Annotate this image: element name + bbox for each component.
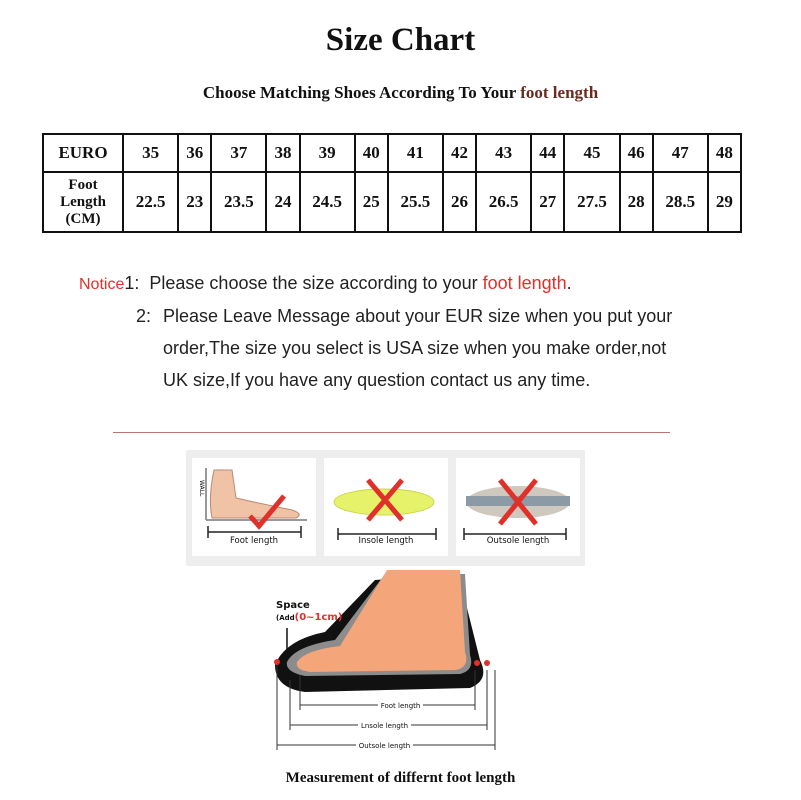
subtitle: Choose Matching Shoes According To Your … — [0, 83, 801, 103]
subtitle-text: Choose Matching Shoes According To Your — [202, 83, 521, 102]
foot-length-cell: 26.5 — [475, 171, 533, 233]
euro-size-cell: 38 — [265, 133, 301, 173]
method-insole-length: Insole length — [324, 458, 448, 556]
measure-label-row: Lnsole length — [0, 720, 769, 730]
euro-size-cell: 43 — [475, 133, 533, 173]
add-value: (0~1cm) — [294, 612, 343, 623]
method-label: Foot length — [229, 536, 279, 546]
method-foot-length: WALL Foot length — [192, 458, 316, 556]
euro-size-cell: 41 — [386, 133, 445, 173]
euro-size-cell: 48 — [706, 133, 743, 173]
notice-text: Please choose the size according to your — [149, 273, 483, 293]
notice-label: Notice — [79, 276, 125, 293]
item-number: 1: — [124, 273, 140, 293]
method-label: Outsole length — [486, 536, 550, 546]
foot-length-cell: 28 — [618, 171, 654, 233]
notice-line: order,The size you select is USA size wh… — [163, 338, 667, 358]
shoe-measurement-diagram — [274, 570, 496, 750]
foot-length-cell: 26 — [442, 171, 478, 233]
euro-size-cell: 40 — [353, 133, 389, 173]
euro-size-cell: 47 — [651, 133, 709, 173]
foot-length-cell: 27.5 — [563, 171, 621, 233]
page-title: Size Chart — [325, 22, 476, 58]
foot-length-cell: 24 — [265, 171, 301, 233]
space-add: (Add(0~1cm) — [276, 612, 342, 623]
foot-length-cell: 25.5 — [386, 171, 445, 233]
size-table: EURO 35 36 37 38 39 40 41 42 43 44 45 46 47 48 Foot L… — [42, 133, 743, 233]
divider — [113, 432, 670, 433]
wall-label: WALL — [198, 480, 205, 497]
foot-length-cell: 24.5 — [298, 171, 356, 233]
euro-size-cell: 39 — [298, 133, 356, 173]
euro-size-cell: 36 — [177, 133, 213, 173]
foot-length-header: Foot Length (CM) — [42, 171, 124, 233]
method-outsole-length: Outsole length — [456, 458, 580, 556]
notice-line: Please Leave Message about your EUR size… — [163, 306, 673, 326]
euro-size-cell: 45 — [563, 133, 621, 173]
notice-item-1: Notice1: Please choose the size accordin… — [79, 267, 572, 301]
subtitle-highlight: foot length — [520, 83, 599, 102]
check-icon — [248, 494, 286, 530]
foot-length-cell: 22.5 — [121, 171, 180, 233]
foot-length-cell: 23 — [177, 171, 213, 233]
euro-size-cell: 44 — [530, 133, 566, 173]
foot-length-cell: 25 — [353, 171, 389, 233]
add-prefix: (Add — [276, 614, 295, 622]
foot-length-cell: 29 — [706, 171, 743, 233]
foot-length-row: Foot Length (CM) 22.5 23 23.5 24 24.5 25 25.5 2… — [42, 171, 743, 233]
space-label: Space — [276, 600, 310, 611]
euro-size-cell: 42 — [442, 133, 478, 173]
header-line: Foot — [68, 176, 98, 193]
insole-illustration — [333, 478, 437, 540]
measure-label-row: Outsole length — [0, 740, 769, 750]
euro-row: EURO 35 36 37 38 39 40 41 42 43 44 45 46 47 48 — [42, 133, 743, 173]
notice-item-2: Please Leave Message about your EUR size… — [163, 300, 672, 396]
foot-length-cell: 27 — [530, 171, 566, 233]
euro-header: EURO — [42, 133, 124, 173]
outsole-illustration — [463, 478, 570, 540]
cross-icon — [366, 478, 404, 522]
diagram-caption: Measurement of differnt foot length — [285, 770, 516, 786]
euro-size-cell: 46 — [618, 133, 654, 173]
measure-label-row: Foot length — [0, 700, 801, 710]
measure-foot-length: Foot length — [377, 702, 424, 710]
header-line: Length — [60, 193, 106, 210]
notice-line: UK size,If you have any question contact… — [163, 370, 591, 390]
method-label: Insole length — [358, 536, 414, 546]
notice-end: . — [566, 273, 572, 293]
foot-length-cell: 23.5 — [210, 171, 268, 233]
measure-insole-length: Lnsole length — [357, 722, 412, 730]
cross-icon — [498, 478, 538, 526]
foot-length-cell: 28.5 — [651, 171, 709, 233]
notice-item-2-num: 2: — [136, 306, 152, 326]
notice-highlight: foot length — [482, 273, 567, 293]
euro-size-cell: 37 — [210, 133, 268, 173]
euro-size-cell: 35 — [121, 133, 180, 173]
measurement-methods-panel: WALL Foot length Insole length Outsole l… — [186, 450, 585, 566]
header-line: (CM) — [65, 210, 101, 227]
measure-outsole-length: Outsole length — [355, 742, 414, 750]
foot-wall-illustration: WALL — [198, 468, 307, 538]
